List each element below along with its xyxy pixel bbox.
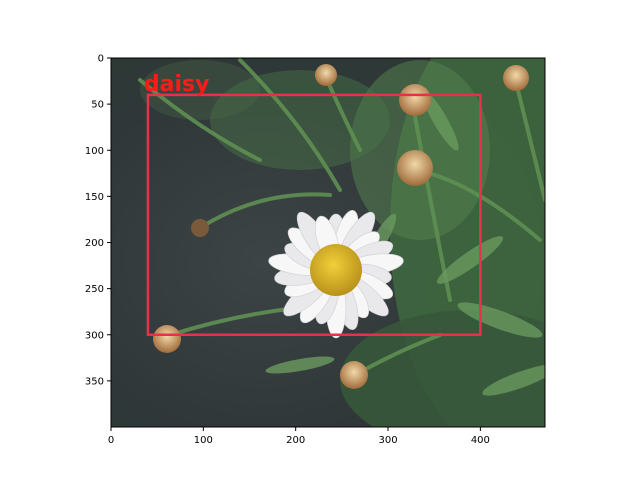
x-axis: 0 100 200 300 400 [108,427,490,446]
x-tick-label: 400 [471,435,490,446]
detection-label: daisy [144,72,210,97]
y-tick-label: 200 [85,238,104,249]
photo [111,58,545,427]
y-axis: 0 50 100 150 200 250 300 350 [85,54,111,387]
y-tick-label: 100 [85,146,104,157]
x-tick-label: 0 [108,435,114,446]
x-tick-label: 300 [378,435,397,446]
y-tick-label: 150 [85,192,104,203]
y-tick-label: 50 [91,100,104,111]
y-tick-label: 0 [98,54,104,65]
y-tick-label: 300 [85,330,104,341]
y-tick-label: 250 [85,284,104,295]
daisy-center [310,244,362,296]
x-tick-label: 200 [286,435,305,446]
x-tick-label: 100 [194,435,213,446]
detection-box [146,93,482,337]
y-tick-label: 350 [85,376,104,387]
flower-buds [153,64,529,389]
daisy-flower [268,210,404,339]
